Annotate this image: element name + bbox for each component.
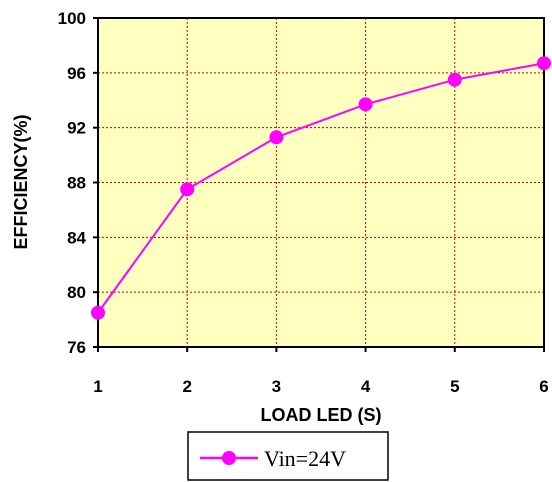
x-tick-label: 6 — [539, 377, 548, 396]
y-tick-label: 92 — [67, 119, 86, 138]
y-tick-label: 88 — [67, 174, 86, 193]
y-tick-label: 76 — [67, 338, 86, 357]
data-point — [447, 72, 462, 87]
series-line — [97, 62, 545, 314]
plot-area — [98, 18, 544, 347]
x-tick-label: 5 — [450, 377, 459, 396]
legend-box — [187, 431, 389, 481]
y-tick-label: 84 — [67, 228, 86, 247]
data-point — [180, 182, 195, 197]
legend-label: Vin=24V — [264, 446, 346, 471]
data-point — [537, 56, 551, 71]
legend-marker-swatch — [222, 451, 236, 465]
legend: Vin=24V — [187, 431, 389, 481]
x-tick-label: 2 — [182, 377, 191, 396]
x-axis-title: LOAD LED (S) — [261, 405, 382, 425]
y-axis-title: EFFICIENCY(%) — [11, 114, 31, 249]
y-axis-ticks: 76 80 84 88 92 96 100 — [58, 9, 98, 357]
y-tick-label: 80 — [67, 283, 86, 302]
data-point — [269, 130, 284, 145]
series-layer — [91, 56, 551, 320]
x-axis-ticks: 1 2 3 4 5 6 — [93, 347, 549, 396]
data-point — [358, 97, 373, 112]
x-tick-label: 4 — [361, 377, 371, 396]
x-tick-label: 3 — [272, 377, 281, 396]
y-tick-label: 96 — [67, 64, 86, 83]
y-tick-label: 100 — [58, 9, 86, 28]
data-point — [91, 305, 105, 320]
x-tick-label: 1 — [93, 377, 102, 396]
